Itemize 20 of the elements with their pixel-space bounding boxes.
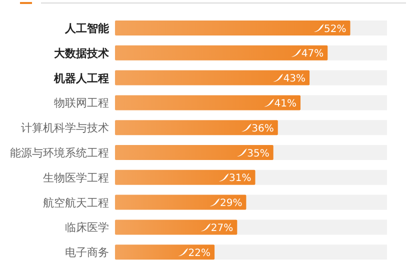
- data-label: 29%: [220, 198, 242, 210]
- data-label: 36%: [252, 123, 274, 134]
- data-label: 22%: [188, 248, 211, 259]
- y-tick-label: 大数据技术: [54, 46, 109, 60]
- y-tick-label: 人工智能: [64, 22, 110, 35]
- data-label: 47%: [301, 48, 324, 60]
- data-label: 52%: [324, 24, 346, 35]
- y-tick-label: 生物医学工程: [43, 171, 109, 184]
- data-label: 35%: [247, 148, 270, 160]
- data-label: 31%: [229, 173, 252, 184]
- data-label: 27%: [210, 223, 234, 234]
- y-tick-label: 机器人工程: [53, 72, 109, 85]
- y-tick-label: 电子商务: [65, 246, 109, 260]
- y-tick-label: 航空航天工程: [43, 196, 109, 210]
- y-tick-label: 计算机科学与技术: [21, 122, 109, 135]
- data-label: 41%: [274, 98, 297, 110]
- y-tick-label: 临床医学: [65, 221, 109, 234]
- y-tick-label: 物联网工程: [54, 96, 109, 110]
- data-label: 43%: [283, 74, 306, 85]
- y-tick-label: 能源与环境系统工程: [10, 146, 109, 160]
